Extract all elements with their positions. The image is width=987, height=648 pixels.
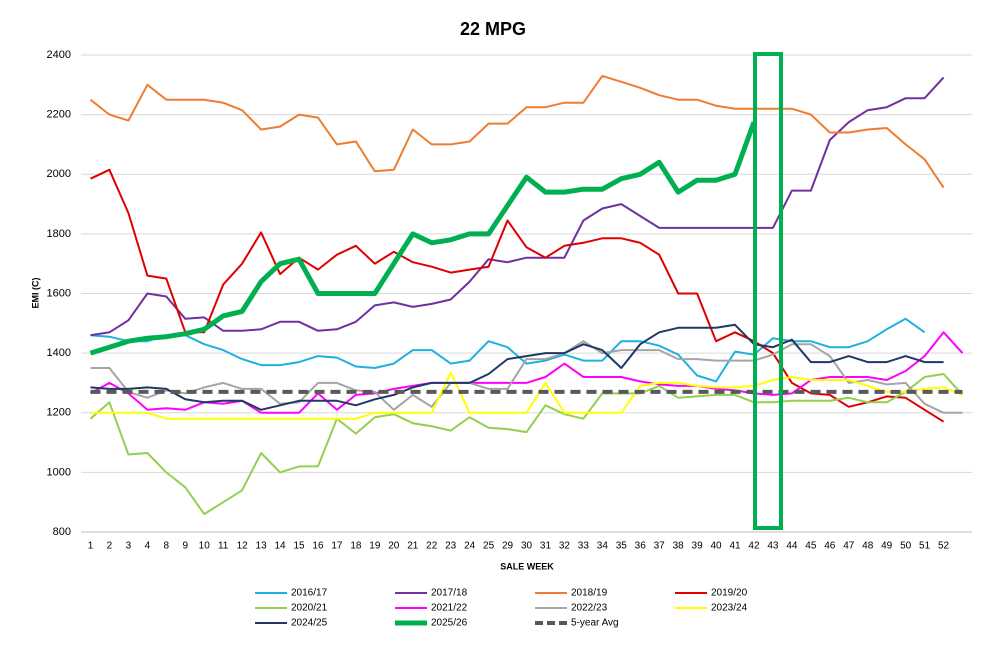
x-tick-label: 48 — [862, 541, 874, 552]
x-tick-label: 1 — [88, 541, 94, 552]
x-tick-label: 35 — [616, 541, 628, 552]
lines — [89, 74, 964, 516]
series-line — [90, 76, 945, 337]
y-tick-label: 2200 — [47, 109, 71, 121]
x-tick-label: 29 — [502, 541, 514, 552]
x-tick-label: 45 — [805, 541, 817, 552]
series-line — [90, 168, 945, 423]
x-tick-label: 15 — [293, 541, 305, 552]
legend: 2016/17 2017/18 2018/19 2019/20 2020/21 2021/… — [255, 588, 748, 629]
y-tick-label: 1400 — [47, 347, 71, 359]
x-tick-label: 16 — [312, 541, 324, 552]
x-tick-label: 33 — [578, 541, 590, 552]
highlight-box — [753, 52, 783, 530]
series-line — [90, 340, 963, 414]
x-tick-label: 24 — [464, 541, 476, 552]
x-tick-label: 38 — [673, 541, 685, 552]
x-tick-label: 31 — [540, 541, 552, 552]
x-tick-label: 10 — [199, 541, 211, 552]
legend-label: 2025/26 — [431, 618, 468, 629]
series-line — [90, 323, 944, 411]
x-tick-label: 47 — [843, 541, 855, 552]
legend-label: 2018/19 — [571, 588, 608, 599]
series-line — [89, 373, 964, 516]
x-tick-label: 44 — [786, 541, 798, 552]
legend-label: 5-year Avg — [571, 618, 619, 629]
x-tick-label: 50 — [900, 541, 912, 552]
x-tick-label: 4 — [145, 541, 151, 552]
y-axis-label: EMI (C) — [30, 278, 40, 309]
legend-label: 2019/20 — [711, 588, 748, 599]
x-tick-label: 32 — [559, 541, 571, 552]
y-tick-label: 1000 — [47, 466, 71, 478]
chart-title: 22 MPG — [460, 19, 526, 39]
x-tick-label: 51 — [919, 541, 931, 552]
x-tick-label: 30 — [521, 541, 533, 552]
legend-label: 2024/25 — [291, 618, 328, 629]
x-tick-label: 22 — [426, 541, 438, 552]
legend-label: 2017/18 — [431, 588, 468, 599]
y-tick-label: 1800 — [47, 228, 71, 240]
x-tick-label: 20 — [388, 541, 400, 552]
legend-label: 2016/17 — [291, 588, 328, 599]
y-tick-label: 1200 — [47, 407, 71, 419]
x-tick-label: 14 — [274, 541, 286, 552]
x-tick-label: 36 — [635, 541, 647, 552]
x-tick-label: 37 — [654, 541, 666, 552]
x-tick-label: 11 — [218, 541, 229, 552]
x-tick-label: 12 — [237, 541, 249, 552]
series-line — [89, 121, 757, 356]
y-tick-label: 1600 — [47, 287, 71, 299]
x-tick-label: 8 — [164, 541, 170, 552]
legend-label: 2022/23 — [571, 603, 608, 614]
y-tick-label: 2400 — [47, 49, 71, 61]
y-tick-label: 2000 — [47, 168, 71, 180]
x-tick-label: 17 — [331, 541, 343, 552]
x-tick-label: 13 — [256, 541, 268, 552]
legend-label: 2023/24 — [711, 603, 748, 614]
x-tick-label: 52 — [938, 541, 950, 552]
x-tick-label: 42 — [748, 541, 760, 552]
series-line — [90, 371, 963, 420]
x-tick-label: 40 — [711, 541, 723, 552]
x-tick-label: 23 — [445, 541, 457, 552]
x-tick-label: 43 — [767, 541, 779, 552]
x-tick-label: 3 — [126, 541, 132, 552]
y-tick-label: 800 — [53, 526, 71, 538]
x-tick-label: 49 — [881, 541, 893, 552]
x-tick-label: 21 — [407, 541, 419, 552]
legend-label: 2021/22 — [431, 603, 468, 614]
x-tick-label: 18 — [350, 541, 362, 552]
x-axis-label: SALE WEEK — [500, 561, 554, 571]
x-tick-label: 19 — [369, 541, 381, 552]
x-tick-label: 46 — [824, 541, 836, 552]
series-line — [90, 317, 926, 383]
legend-label: 2020/21 — [291, 603, 328, 614]
x-tick-label: 25 — [483, 541, 495, 552]
x-tick-label: 34 — [597, 541, 609, 552]
x-tick-label: 2 — [107, 541, 113, 552]
x-tick-label: 9 — [182, 541, 188, 552]
x-tick-label: 41 — [729, 541, 741, 552]
series-line — [89, 74, 945, 189]
x-tick-label: 39 — [692, 541, 704, 552]
